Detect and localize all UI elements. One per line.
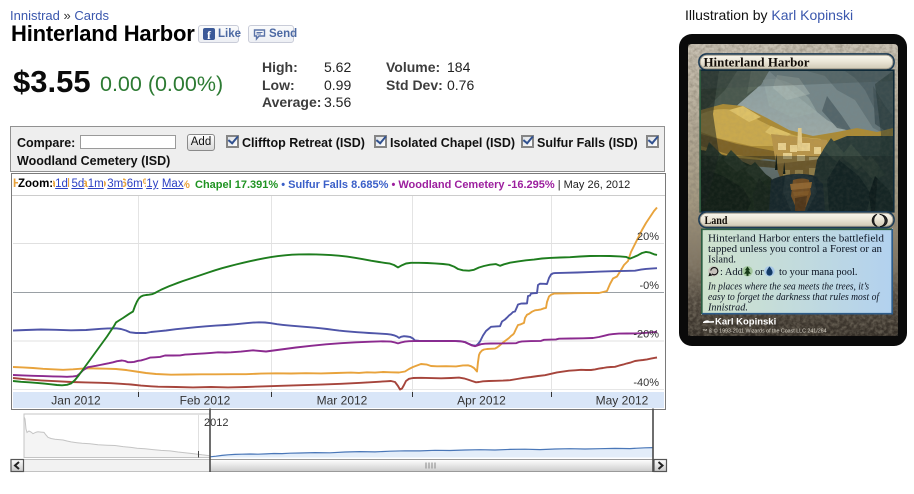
svg-text:Feb 2012: Feb 2012 <box>180 394 231 408</box>
svg-text:easy to forget the darkness th: easy to forget the darkness that rules m… <box>708 292 880 303</box>
svg-text:Land: Land <box>705 215 729 227</box>
svg-text:tapped unless you control a Fo: tapped unless you control a Forest or an <box>708 244 883 255</box>
svg-text:-20%: -20% <box>633 329 659 341</box>
svg-text:-0%: -0% <box>639 280 659 292</box>
svg-text:-40%: -40% <box>633 377 659 389</box>
svg-text:Karl Kopinski: Karl Kopinski <box>715 317 776 328</box>
svg-text:In places where the sea meets: In places where the sea meets the trees,… <box>707 282 869 293</box>
svg-text:May 2012: May 2012 <box>596 394 649 408</box>
svg-text:to your mana pool.: to your mana pool. <box>779 267 858 278</box>
svg-text:20%: 20% <box>637 231 659 243</box>
svg-text:Island.: Island. <box>708 255 736 266</box>
svg-text:™ & © 1993-2011 Wizards of the: ™ & © 1993-2011 Wizards of the Coast LLC… <box>702 328 827 335</box>
svg-text:Apr 2012: Apr 2012 <box>457 394 506 408</box>
svg-text:Jan 2012: Jan 2012 <box>51 394 101 408</box>
svg-text:Innistrad.: Innistrad. <box>707 303 748 314</box>
svg-text:Hinterland Harbor: Hinterland Harbor <box>704 55 810 69</box>
svg-text:: Add: : Add <box>720 267 744 278</box>
svg-text:or: or <box>755 267 764 278</box>
svg-text:Mar 2012: Mar 2012 <box>317 394 368 408</box>
svg-text:Hinterland Harbor enters the b: Hinterland Harbor enters the battlefield <box>708 234 885 245</box>
svg-text:2012: 2012 <box>204 417 228 429</box>
